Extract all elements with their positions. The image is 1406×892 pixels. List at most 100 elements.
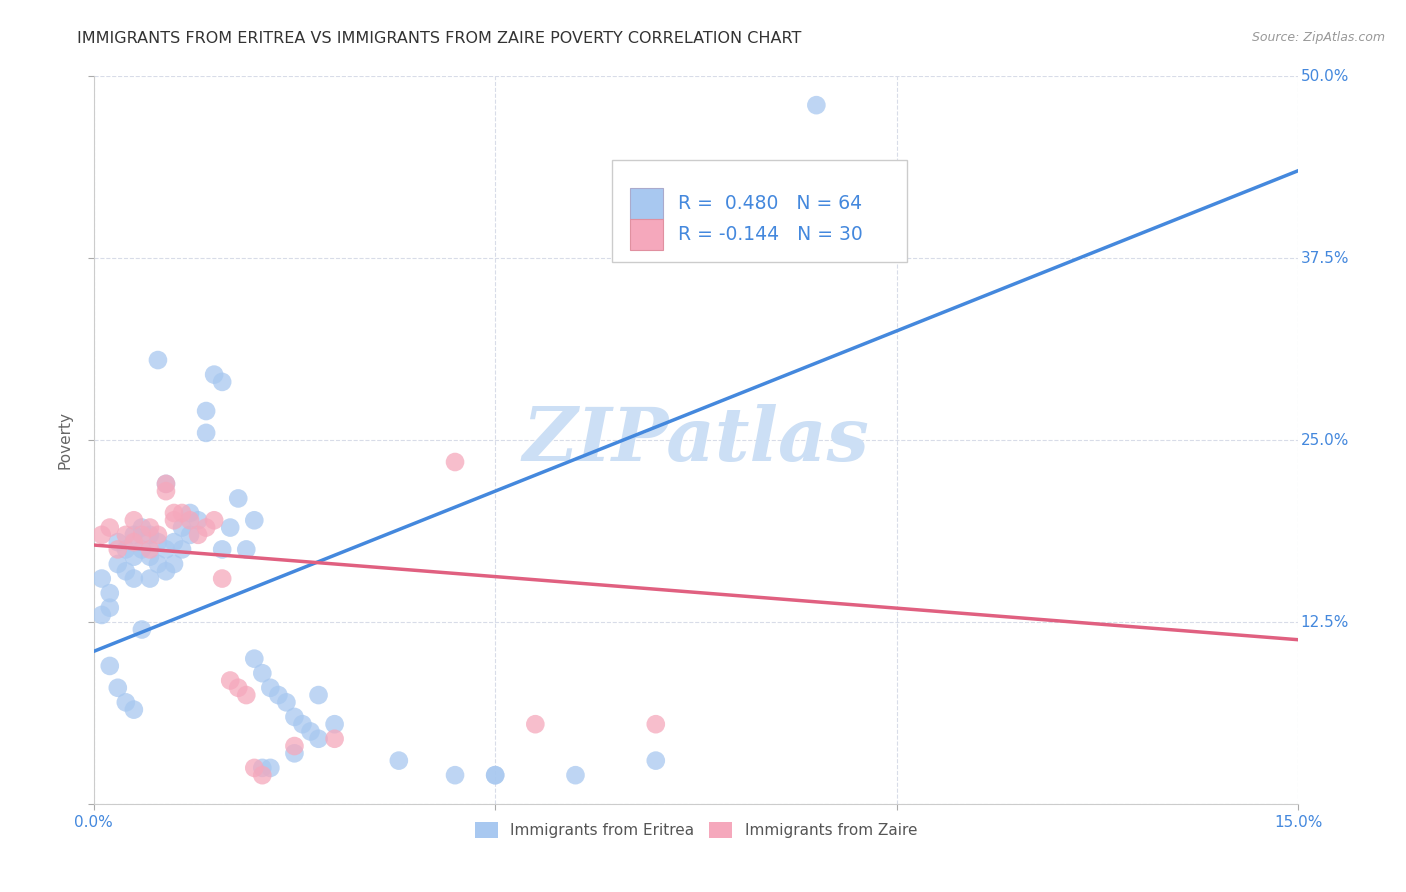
- Point: [131, 520, 153, 534]
- Y-axis label: Poverty: Poverty: [58, 411, 72, 469]
- Point: [170, 506, 193, 520]
- Point: [98, 586, 121, 600]
- Point: [308, 688, 330, 702]
- Point: [114, 695, 136, 709]
- Point: [155, 484, 177, 499]
- Point: [139, 520, 162, 534]
- Point: [187, 513, 209, 527]
- Point: [219, 673, 242, 688]
- Point: [90, 572, 112, 586]
- Point: [155, 542, 177, 557]
- Point: [211, 572, 233, 586]
- Point: [139, 572, 162, 586]
- Bar: [630, 188, 664, 219]
- Point: [202, 513, 225, 527]
- Point: [146, 353, 169, 368]
- Point: [388, 754, 411, 768]
- Point: [107, 542, 129, 557]
- Point: [524, 717, 547, 731]
- Point: [107, 681, 129, 695]
- Point: [211, 375, 233, 389]
- Text: IMMIGRANTS FROM ERITREA VS IMMIGRANTS FROM ZAIRE POVERTY CORRELATION CHART: IMMIGRANTS FROM ERITREA VS IMMIGRANTS FR…: [77, 31, 801, 46]
- Point: [122, 535, 145, 549]
- Point: [139, 542, 162, 557]
- Point: [323, 731, 346, 746]
- Point: [163, 535, 186, 549]
- Point: [146, 535, 169, 549]
- Point: [179, 513, 201, 527]
- Point: [243, 513, 266, 527]
- Point: [308, 731, 330, 746]
- Point: [484, 768, 506, 782]
- Point: [155, 564, 177, 578]
- Point: [98, 659, 121, 673]
- Point: [139, 549, 162, 564]
- Text: 25.0%: 25.0%: [1301, 433, 1348, 448]
- Point: [484, 768, 506, 782]
- Point: [146, 528, 169, 542]
- Point: [267, 688, 290, 702]
- Point: [564, 768, 586, 782]
- Text: R = -0.144   N = 30: R = -0.144 N = 30: [678, 226, 863, 244]
- Point: [131, 623, 153, 637]
- Point: [243, 761, 266, 775]
- Point: [107, 535, 129, 549]
- Point: [806, 98, 828, 112]
- Text: ZIPatlas: ZIPatlas: [523, 404, 869, 476]
- Point: [107, 557, 129, 571]
- Point: [202, 368, 225, 382]
- Point: [98, 600, 121, 615]
- Point: [644, 754, 666, 768]
- Point: [252, 761, 274, 775]
- Point: [90, 607, 112, 622]
- Point: [259, 681, 281, 695]
- Legend: Immigrants from Eritrea, Immigrants from Zaire: Immigrants from Eritrea, Immigrants from…: [468, 816, 924, 844]
- Point: [122, 703, 145, 717]
- Point: [146, 557, 169, 571]
- Point: [155, 476, 177, 491]
- Point: [259, 761, 281, 775]
- Point: [122, 549, 145, 564]
- Point: [323, 717, 346, 731]
- Point: [211, 542, 233, 557]
- Point: [299, 724, 322, 739]
- Point: [219, 520, 242, 534]
- Text: 12.5%: 12.5%: [1301, 615, 1348, 630]
- Point: [195, 520, 218, 534]
- Point: [131, 528, 153, 542]
- Point: [114, 564, 136, 578]
- Point: [139, 528, 162, 542]
- Point: [179, 506, 201, 520]
- Point: [114, 528, 136, 542]
- Bar: [630, 219, 664, 250]
- Point: [90, 528, 112, 542]
- Point: [179, 528, 201, 542]
- Point: [170, 542, 193, 557]
- Point: [163, 513, 186, 527]
- Point: [122, 513, 145, 527]
- Text: 37.5%: 37.5%: [1301, 251, 1348, 266]
- Point: [291, 717, 314, 731]
- Point: [195, 425, 218, 440]
- Point: [644, 717, 666, 731]
- Point: [163, 506, 186, 520]
- Point: [155, 476, 177, 491]
- Point: [122, 528, 145, 542]
- Point: [252, 768, 274, 782]
- Point: [226, 681, 249, 695]
- Point: [187, 528, 209, 542]
- Point: [283, 739, 305, 753]
- Point: [195, 404, 218, 418]
- Point: [122, 572, 145, 586]
- Point: [163, 557, 186, 571]
- Point: [98, 520, 121, 534]
- Point: [235, 542, 257, 557]
- Point: [283, 710, 305, 724]
- FancyBboxPatch shape: [612, 160, 907, 261]
- Text: R =  0.480   N = 64: R = 0.480 N = 64: [678, 194, 862, 213]
- Point: [131, 542, 153, 557]
- Point: [114, 542, 136, 557]
- Text: Source: ZipAtlas.com: Source: ZipAtlas.com: [1251, 31, 1385, 45]
- Point: [444, 455, 467, 469]
- Point: [252, 666, 274, 681]
